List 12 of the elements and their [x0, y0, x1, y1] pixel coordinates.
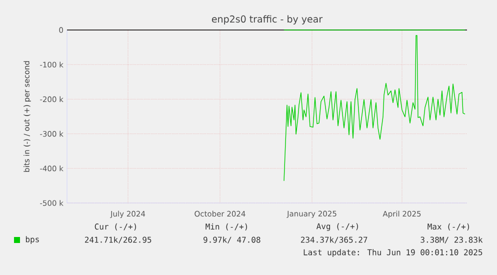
- text: 9.97k/ 47.08: [204, 236, 260, 244]
- text: Last update: Thu Jun 19 00:01:10 2025: [304, 249, 482, 257]
- line-series: [284, 35, 466, 182]
- chart-title: enp2s0 traffic - by year: [212, 15, 323, 24]
- text: Max (-/+): [428, 223, 470, 231]
- text: Min (-/+): [206, 223, 248, 231]
- legend-label: bps: [26, 236, 39, 244]
- text: 234.37k/365.27: [300, 236, 368, 244]
- text: Cur (-/+): [94, 223, 136, 231]
- text: 3.38M/ 23.83k: [420, 236, 483, 244]
- text: 241.71k/262.95: [84, 236, 152, 244]
- text: Avg (-/+): [316, 223, 358, 231]
